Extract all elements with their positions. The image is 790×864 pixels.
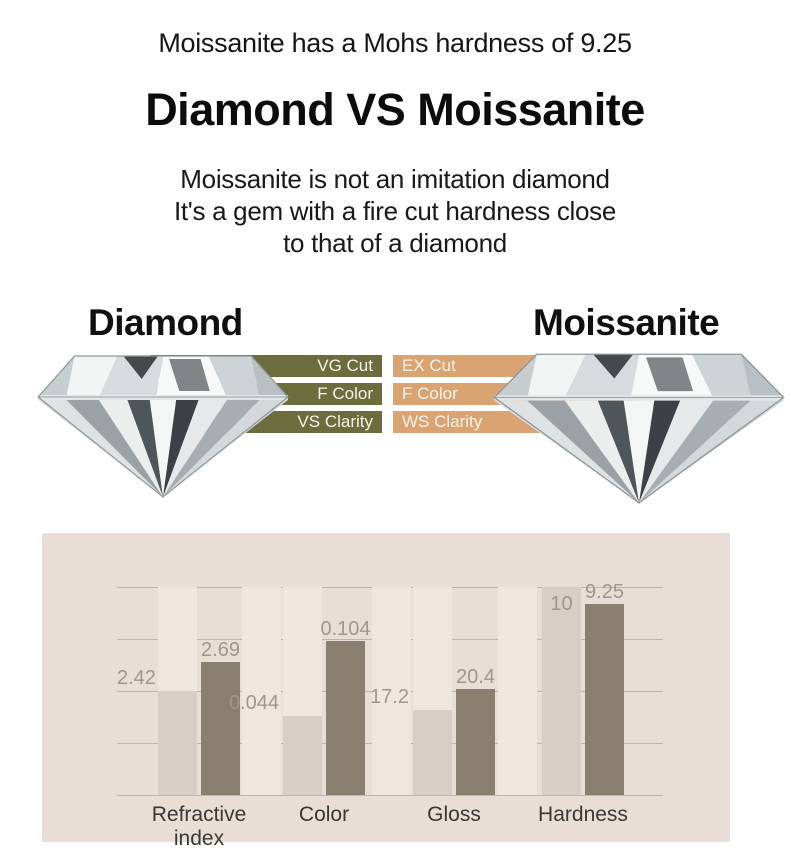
moissanite-image [493, 353, 785, 504]
diamond-bar [542, 587, 581, 795]
intro-line: Moissanite is not an imitation diamond [180, 164, 610, 194]
value-label: 2.42 [117, 667, 156, 689]
diamond-bar [283, 716, 322, 795]
value-label: 10 [550, 593, 573, 615]
intro-line: It's a gem with a fire cut hardness clos… [173, 196, 617, 226]
category-label: Gloss [427, 803, 481, 826]
diamond-image [37, 355, 289, 498]
value-label: 20.4 [456, 666, 495, 688]
intro-text: Moissanite is not an imitation diamond I… [0, 163, 790, 259]
value-label: 0.104 [320, 618, 371, 640]
moissanite-bar [585, 604, 624, 795]
diamond-bar [158, 691, 197, 795]
value-label: 2.69 [201, 639, 240, 661]
chart-track [242, 587, 281, 795]
value-label: 17.2 [370, 686, 409, 708]
category-label: Refractive index [151, 803, 247, 850]
chart-track [372, 587, 411, 795]
moissanite-bar [326, 641, 365, 795]
category-label: Hardness [538, 803, 628, 826]
category-label: Color [298, 803, 350, 826]
moissanite-header: Moissanite [533, 302, 720, 343]
diamond-header: Diamond [88, 302, 243, 343]
value-label: 9.25 [585, 581, 624, 603]
headline-text: Moissanite has a Mohs hardness of 9.25 [158, 28, 632, 58]
chart-track [498, 587, 537, 795]
intro-line: to that of a diamond [283, 228, 507, 258]
moissanite-bar [201, 662, 240, 795]
value-label: 0.044 [228, 692, 279, 714]
chart-gridline [117, 795, 663, 796]
comparison-chart-panel: 2.42 2.69 Refractive index 0.044 0.104 Color 1… [42, 533, 730, 850]
moissanite-bar [456, 689, 495, 795]
page-title: Diamond VS Moissanite [145, 84, 645, 135]
diamond-bar [413, 710, 452, 795]
bar-chart: 2.42 2.69 Refractive index 0.044 0.104 Color 1… [117, 581, 663, 850]
